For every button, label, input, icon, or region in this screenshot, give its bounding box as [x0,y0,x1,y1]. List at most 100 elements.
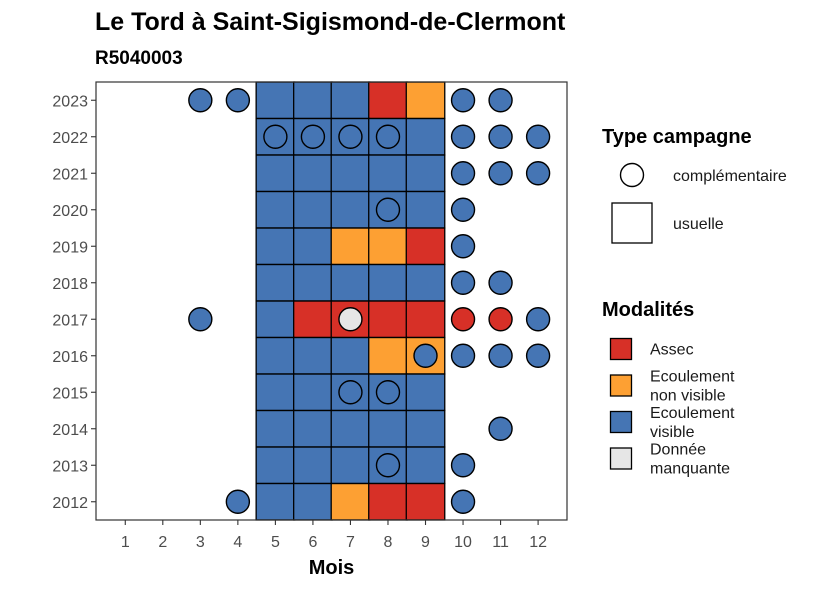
point-2013-10 [450,453,476,478]
point-2017-10 [450,307,476,332]
legend-color-label-ecoulement_non_visible-0: Ecoulement [650,369,735,386]
tile-2012-5 [255,482,296,521]
x-tick-label-12: 12 [529,534,547,551]
point-2019-10 [450,234,476,259]
points-layer [188,88,551,514]
point-2018-11 [488,270,513,295]
tile-2013-5 [255,446,296,485]
y-tick-label-2021: 2021 [52,166,88,183]
x-tick-label-8: 8 [384,534,393,551]
point-2021-12 [525,161,551,186]
tile-2023-6 [293,81,333,120]
tile-2015-5 [255,373,296,412]
tiles-layer [255,81,446,521]
legend-color-key-assec [609,337,633,361]
point-2023-4 [225,88,251,113]
point-2020-10 [450,197,476,222]
point-2022-12 [525,124,551,149]
tile-2019-9 [405,227,446,266]
y-tick-label-2012: 2012 [52,495,88,512]
point-2022-6 [300,124,326,149]
point-2015-7 [338,380,363,405]
tile-2017-5 [255,300,296,339]
point-2018-10 [450,270,476,295]
tile-2020-6 [293,190,333,229]
y-tick-label-2022: 2022 [52,130,88,147]
tile-2019-7 [330,227,371,266]
y-tick-label-2017: 2017 [52,312,88,329]
legend-color-label-donnee_manquante-1: manquante [650,461,730,478]
y-axis: 2012 2013 2014 2015 2016 2017 2018 2019 2020 2021… [52,93,96,512]
tile-2020-9 [405,190,446,229]
x-axis-title: Mois [309,557,355,579]
legend-color-label-ecoulement_visible-0: Ecoulement [650,405,735,422]
tile-2019-5 [255,227,296,266]
tile-2015-6 [293,373,333,412]
tile-2021-6 [293,154,333,193]
legend-color-key-donnee_manquante [609,447,633,470]
point-2021-11 [488,161,513,186]
tile-2020-7 [330,190,371,229]
tile-2020-5 [255,190,296,229]
tile-2021-8 [368,154,408,193]
legend-shape-title: Type campagne [602,126,752,148]
y-tick-label-2014: 2014 [52,422,88,439]
legend-color-label-assec-0: Assec [650,342,694,359]
x-axis: 1 2 3 4 5 6 7 8 9 10 11 12 [121,520,547,551]
y-tick-label-2016: 2016 [52,349,88,366]
tile-2021-5 [255,154,296,193]
point-2015-8 [375,380,401,405]
plot-border [95,81,568,521]
tile-2016-5 [255,336,296,375]
point-2021-10 [450,161,476,186]
point-2017-11 [488,307,513,332]
x-tick-label-6: 6 [308,534,317,551]
point-2022-11 [488,124,513,149]
point-2023-3 [188,88,213,113]
legend-color-key-ecoulement_visible [609,410,633,434]
tile-2017-8 [368,300,408,339]
legend-shape-label-0: complémentaire [673,168,787,185]
tile-2016-8 [368,336,408,375]
tile-2014-9 [405,409,446,448]
tile-2013-7 [330,446,371,485]
tile-2018-8 [368,263,408,302]
legend-shape-circle-key [619,162,645,188]
tile-2016-7 [330,336,371,375]
tile-2019-8 [368,227,408,266]
y-tick-label-2023: 2023 [52,93,88,110]
tile-2015-9 [405,373,446,412]
legend-color-label-ecoulement_visible-1: visible [650,424,695,441]
x-tick-label-4: 4 [233,534,242,551]
point-2023-10 [450,88,476,113]
point-2022-7 [338,124,363,149]
point-2016-9 [413,343,438,368]
y-tick-label-2015: 2015 [52,385,88,402]
tile-2018-6 [293,263,333,302]
y-tick-label-2020: 2020 [52,203,88,220]
tile-2017-9 [405,300,446,339]
legend-color-label-donnee_manquante-0: Donnée [650,442,706,459]
tile-2014-6 [293,409,333,448]
point-2014-11 [488,416,513,441]
chart-title: Le Tord à Saint-Sigismond-de-Clermont [95,8,566,36]
x-tick-label-10: 10 [454,534,472,551]
x-tick-label-11: 11 [492,534,509,551]
x-tick-label-9: 9 [421,534,430,551]
tile-2014-8 [368,409,408,448]
point-2012-10 [450,489,476,514]
tile-2021-7 [330,154,371,193]
tile-2019-6 [293,227,333,266]
legend-shape-square-key [611,202,653,244]
y-tick-label-2013: 2013 [52,458,88,475]
tile-2023-5 [255,81,296,120]
tile-2014-7 [330,409,371,448]
point-2022-5 [263,124,288,149]
legend-color-label-ecoulement_non_visible-1: non visible [650,388,726,405]
tile-2012-6 [293,482,333,521]
x-tick-label-5: 5 [271,534,280,551]
tile-2023-9 [405,81,446,120]
point-2017-12 [525,307,551,332]
point-2023-11 [488,88,513,113]
